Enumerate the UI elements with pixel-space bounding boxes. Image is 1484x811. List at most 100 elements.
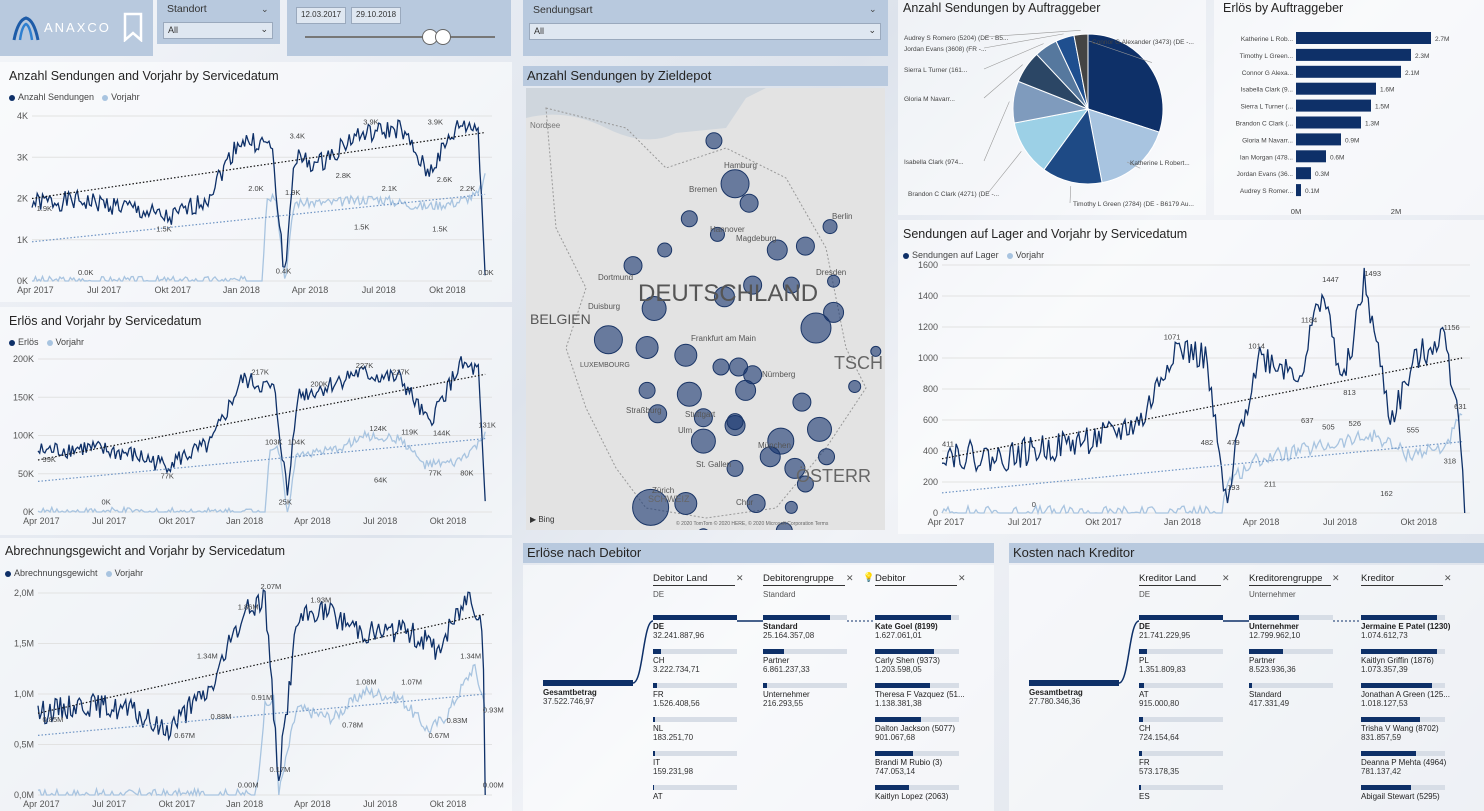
map-bubble[interactable] — [735, 379, 757, 401]
tree-node[interactable]: PL 1.351.809,83 — [1139, 649, 1223, 674]
date-slider-handle-end[interactable] — [435, 29, 451, 45]
legend-item-current[interactable]: Erlös — [9, 337, 39, 347]
map-bubble[interactable] — [800, 312, 832, 344]
chart-erloes[interactable]: Erlös and Vorjahr by Servicedatum Erlös … — [0, 307, 512, 535]
tree-node[interactable]: DE 32.241.887,96 — [653, 615, 737, 640]
map-bubble[interactable] — [743, 275, 763, 295]
map-bubble[interactable] — [712, 358, 730, 376]
chart-pie-auftraggeber[interactable]: Anzahl Sendungen by Auftraggeber Connor … — [898, 0, 1206, 215]
line-chart-plot[interactable]: 0K 1K 2K 3K 4K Apr 2017 Jul 2017 Okt 2017 Jan 20… — [0, 62, 512, 302]
map-bubble[interactable] — [657, 242, 673, 258]
bar[interactable] — [1296, 184, 1301, 197]
map-bubble[interactable] — [623, 256, 643, 276]
tree-node[interactable]: IT 159.231,98 — [653, 751, 737, 776]
tree-node[interactable]: Abigail Stewart (5295) — [1361, 785, 1445, 801]
map-bubble[interactable] — [690, 428, 716, 454]
tree-node[interactable]: Theresa F Vazquez (51... 1.138.381,38 — [875, 683, 965, 708]
tree-node[interactable]: FR 573.178,35 — [1139, 751, 1223, 776]
map-bubble[interactable] — [638, 381, 656, 399]
map-bubble[interactable] — [818, 448, 836, 466]
date-slider-track[interactable] — [305, 36, 495, 38]
tree-node[interactable]: Dalton Jackson (5077) 901.067,68 — [875, 717, 959, 742]
tree-node[interactable]: Jermaine E Patel (1230) 1.074.612,73 — [1361, 615, 1450, 640]
map-bubble[interactable] — [775, 522, 793, 530]
map-bubble[interactable] — [674, 492, 698, 515]
line-chart-plot[interactable]: 0 200 400 600 800 1000 1200 1400 1600 Apr 2017 Jul… — [898, 220, 1484, 534]
decomposition-tree-kreditor[interactable]: Kreditor Land ✕ DE Kreditorengruppe ✕ Unterne… — [1009, 565, 1484, 811]
tree-node[interactable]: Brandi M Rubio (3) 747.053,14 — [875, 751, 959, 776]
legend-item-prev[interactable]: Vorjahr — [46, 337, 84, 347]
bar[interactable] — [1296, 133, 1341, 146]
map-bubble[interactable] — [697, 528, 709, 530]
tree-node[interactable]: Carly Shen (9373) 1.203.598,05 — [875, 649, 959, 674]
close-icon[interactable]: ✕ — [846, 573, 854, 583]
tree-node[interactable]: Standard 417.331,49 — [1249, 683, 1333, 708]
tree-node[interactable]: FR 1.526.408,56 — [653, 683, 737, 708]
legend-item-current[interactable]: Abrechnungsgewicht — [5, 568, 98, 578]
map-bubble[interactable] — [648, 404, 668, 424]
map-bubble[interactable] — [680, 210, 698, 228]
bar[interactable] — [1296, 99, 1371, 112]
pie-slice[interactable] — [1087, 33, 1164, 133]
bar-chart-plot[interactable]: Katherine L Rob... 2.7M Timothy L Green...… — [1214, 0, 1484, 215]
bar[interactable] — [1296, 65, 1401, 78]
line-chart-plot[interactable]: 0,0M 0,5M 1,0M 1,5M 2,0M Apr 2017 Jul 2017 Okt … — [0, 538, 512, 811]
tree-node[interactable]: Trisha V Wang (8702) 831.857,59 — [1361, 717, 1445, 742]
pie-slice[interactable] — [1043, 107, 1103, 185]
map-bubble[interactable] — [759, 446, 781, 468]
series-current-line[interactable] — [31, 119, 486, 276]
tree-column-header[interactable]: Debitor — [875, 573, 957, 586]
map-bubble[interactable] — [641, 296, 667, 321]
tree-node[interactable]: Unternehmer 216.293,55 — [763, 683, 847, 708]
legend-item-current[interactable]: Sendungen auf Lager — [903, 250, 999, 260]
series-vorjahr-line[interactable] — [941, 412, 1463, 516]
chart-bar-erloes-auftraggeber[interactable]: Erlös by Auftraggeber Katherine L Rob...… — [1214, 0, 1484, 215]
standort-dropdown[interactable]: All ⌄ — [163, 22, 273, 39]
map-bubble[interactable] — [784, 457, 806, 479]
tree-node[interactable]: Partner 8.523.936,36 — [1249, 649, 1333, 674]
tree-node[interactable]: AT — [653, 785, 737, 801]
series-vorjahr-line[interactable] — [37, 429, 486, 514]
tree-node[interactable]: Jonathan A Green (125... 1.018.127,53 — [1361, 683, 1450, 708]
chevron-down-icon[interactable]: ⌄ — [869, 4, 877, 14]
map-bubble[interactable] — [714, 286, 736, 308]
tree-node[interactable]: Standard 25.164.357,08 — [763, 615, 847, 640]
tree-node[interactable]: NL 183.251,70 — [653, 717, 737, 742]
tree-column-header[interactable]: Kreditorengruppe — [1249, 573, 1331, 586]
bar[interactable] — [1296, 167, 1311, 180]
series-vorjahr-line[interactable] — [37, 663, 486, 798]
tree-node[interactable]: CH 3.222.734,71 — [653, 649, 737, 674]
map-bubble[interactable] — [674, 343, 698, 367]
map-bubble[interactable] — [795, 236, 815, 256]
tree-root-node[interactable]: Gesamtbetrag 27.780.346,36 — [1029, 680, 1119, 706]
map-bubble[interactable] — [766, 239, 788, 261]
map-bubble[interactable] — [823, 301, 845, 323]
tree-column-header[interactable]: Kreditor Land — [1139, 573, 1221, 586]
close-icon[interactable]: ✕ — [1444, 573, 1452, 583]
bookmark-icon[interactable] — [122, 12, 144, 42]
series-current-line[interactable] — [942, 267, 1466, 514]
legend-item-current[interactable]: Anzahl Sendungen — [9, 92, 94, 102]
tree-node[interactable]: CH 724.154,64 — [1139, 717, 1223, 742]
tree-node[interactable]: Partner 6.861.237,33 — [763, 649, 847, 674]
standort-slicer[interactable]: Standort ⌄ All ⌄ — [157, 0, 280, 44]
chart-sendungen-auf-lager[interactable]: Sendungen auf Lager and Vorjahr by Servi… — [898, 220, 1484, 534]
pie-slice[interactable] — [1087, 108, 1160, 184]
line-chart-plot[interactable]: 0K 50K 100K 150K 200K Apr 2017 Jul 2017 Okt 201… — [0, 307, 512, 535]
map-bubble[interactable] — [827, 274, 841, 288]
map-bubble[interactable] — [693, 408, 713, 428]
tree-node[interactable]: DE 21.741.229,95 — [1139, 615, 1223, 640]
legend-item-prev[interactable]: Vorjahr — [1006, 250, 1044, 260]
tree-root-node[interactable]: Gesamtbetrag 37.522.746,97 — [543, 680, 633, 706]
map-bubble[interactable] — [739, 193, 759, 213]
bar[interactable] — [1296, 150, 1326, 163]
close-icon[interactable]: ✕ — [1332, 573, 1340, 583]
chart-anzahl-sendungen[interactable]: Anzahl Sendungen and Vorjahr by Serviced… — [0, 62, 512, 302]
map-bubble[interactable] — [796, 475, 814, 493]
map-bubble[interactable] — [792, 392, 812, 412]
sendungsart-dropdown[interactable]: All ⌄ — [529, 23, 881, 40]
date-slicer[interactable]: 12.03.2017 29.10.2018 — [287, 0, 511, 56]
map-bubble[interactable] — [705, 132, 723, 150]
sendungsart-slicer[interactable]: Sendungsart ⌄ All ⌄ — [523, 0, 888, 56]
tree-node[interactable]: Deanna P Mehta (4964) 781.137,42 — [1361, 751, 1446, 776]
